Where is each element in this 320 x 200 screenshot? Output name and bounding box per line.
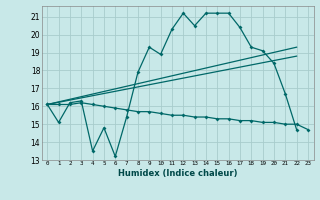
X-axis label: Humidex (Indice chaleur): Humidex (Indice chaleur) (118, 169, 237, 178)
